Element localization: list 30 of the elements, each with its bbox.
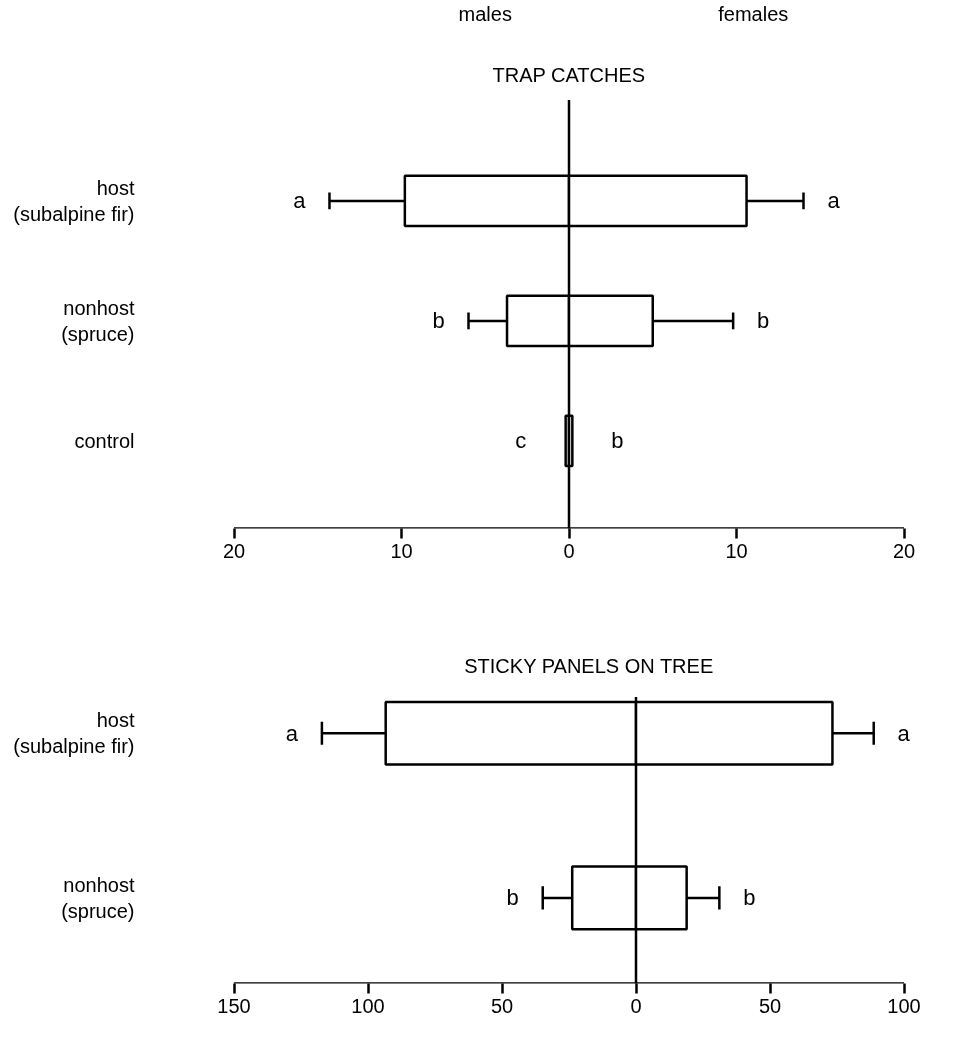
y-tick-label: control: [74, 429, 135, 452]
annotation: b: [611, 428, 624, 454]
x-tick-label: 0: [630, 994, 642, 1017]
y-tick-label: host (subalpine fir): [13, 176, 135, 226]
x-tick-label: 50: [490, 994, 514, 1017]
annotation: a: [293, 188, 307, 214]
annotation: b: [432, 308, 445, 334]
x-tick-label: 10: [725, 539, 748, 562]
annotation: a: [897, 720, 911, 746]
text: females: [718, 2, 789, 25]
y-tick-label: host (subalpine fir): [13, 709, 135, 758]
annotation: c: [515, 428, 527, 454]
chart-title: STICKY PANELS ON TREE: [464, 655, 714, 678]
annotation: b: [506, 885, 519, 911]
text: males: [458, 2, 512, 25]
annotation: a: [827, 188, 841, 214]
x-tick-label: 0: [563, 539, 575, 562]
y-tick-label: nonhost (spruce): [61, 296, 135, 346]
x-tick-label: 20: [892, 539, 916, 562]
y-tick-label: nonhost (spruce): [61, 873, 135, 923]
x-tick-label: 10: [390, 539, 413, 562]
x-tick-label: 100: [887, 994, 921, 1017]
annotation: b: [757, 308, 770, 334]
x-tick-label: 150: [217, 994, 251, 1017]
annotation: a: [285, 720, 299, 746]
annotation: b: [743, 885, 756, 911]
x-tick-label: 50: [758, 994, 782, 1017]
x-tick-label: 20: [222, 539, 246, 562]
x-tick-label: 100: [351, 994, 385, 1017]
chart-title: TRAP CATCHES: [492, 63, 646, 86]
